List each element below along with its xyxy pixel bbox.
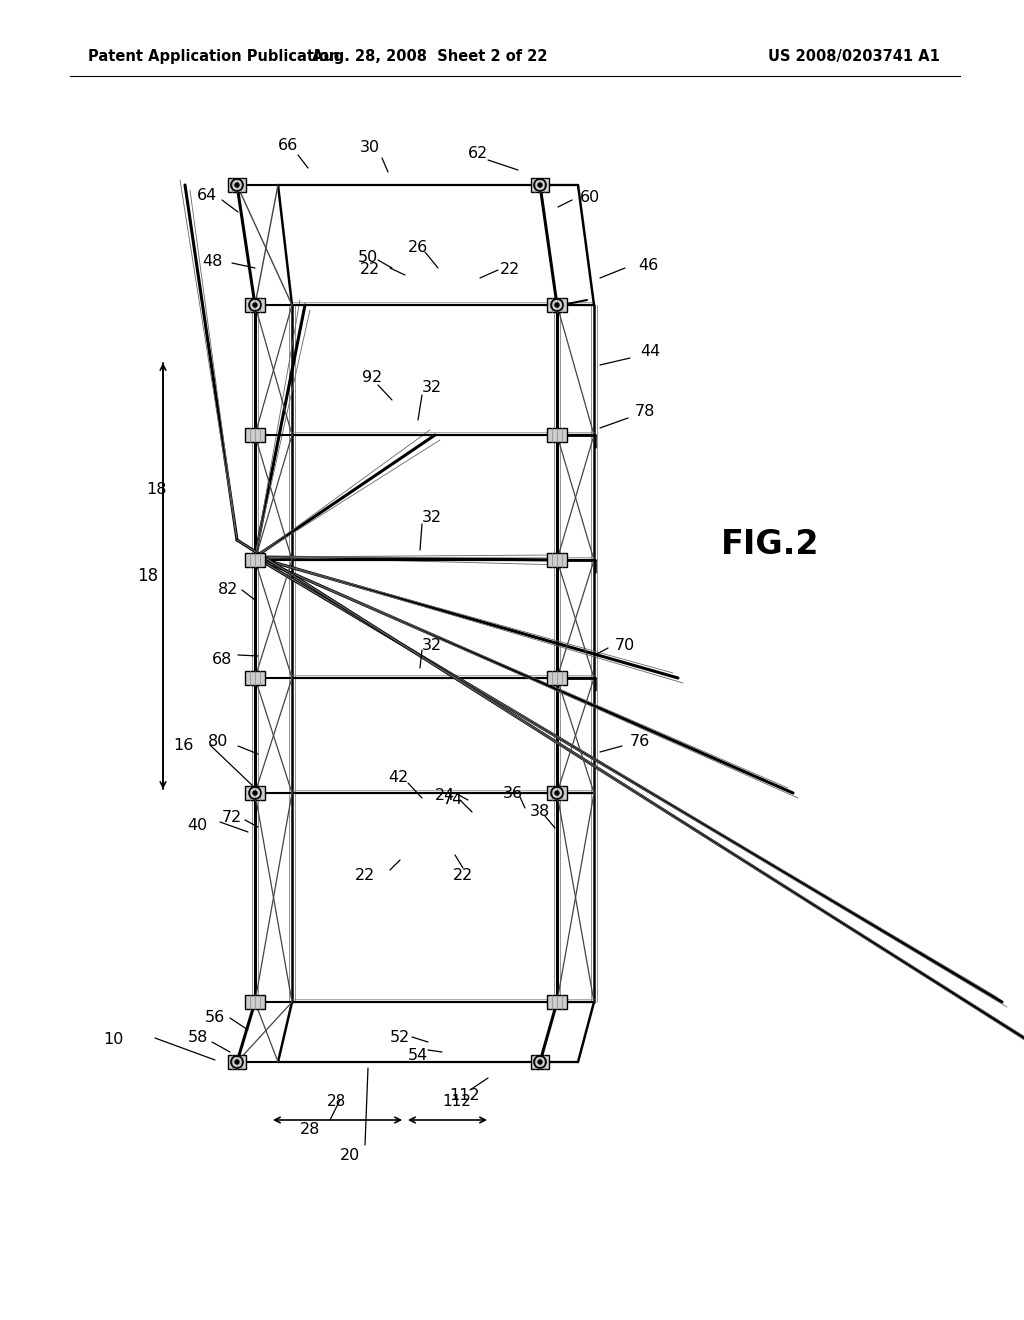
FancyBboxPatch shape [245,785,265,800]
Text: Patent Application Publication: Patent Application Publication [88,49,340,63]
Text: 52: 52 [390,1031,411,1045]
Text: 18: 18 [137,568,159,585]
Text: 38: 38 [529,804,550,820]
Text: 26: 26 [408,240,428,256]
Text: 80: 80 [208,734,228,750]
Text: 58: 58 [187,1031,208,1045]
Text: 28: 28 [300,1122,321,1138]
Text: 112: 112 [442,1094,471,1110]
Text: 24: 24 [435,788,455,803]
Text: 22: 22 [355,867,375,883]
Text: 50: 50 [357,251,378,265]
Text: 82: 82 [218,582,239,598]
Text: US 2008/0203741 A1: US 2008/0203741 A1 [768,49,940,63]
FancyBboxPatch shape [228,1055,246,1069]
Text: 70: 70 [614,638,635,652]
Text: 32: 32 [422,638,442,652]
FancyBboxPatch shape [245,995,265,1008]
FancyBboxPatch shape [547,428,567,442]
Text: 40: 40 [186,817,207,833]
Text: 74: 74 [442,792,463,808]
Text: 22: 22 [500,263,520,277]
Circle shape [234,183,239,187]
FancyBboxPatch shape [547,553,567,568]
Circle shape [555,304,559,308]
Text: 32: 32 [422,511,442,525]
Text: 10: 10 [102,1032,123,1048]
Text: 22: 22 [359,263,380,277]
Text: 44: 44 [640,345,660,359]
Text: 54: 54 [408,1048,428,1063]
FancyBboxPatch shape [547,298,567,312]
Text: 20: 20 [340,1147,360,1163]
Text: 72: 72 [222,810,242,825]
Circle shape [538,183,542,187]
FancyBboxPatch shape [245,553,265,568]
FancyBboxPatch shape [245,671,265,685]
FancyBboxPatch shape [531,1055,549,1069]
Text: 62: 62 [468,145,488,161]
Text: 60: 60 [580,190,600,206]
Text: 46: 46 [638,257,658,272]
Text: 76: 76 [630,734,650,750]
Text: 78: 78 [635,404,655,420]
FancyBboxPatch shape [547,785,567,800]
Text: 68: 68 [212,652,232,668]
Text: 32: 32 [422,380,442,396]
FancyBboxPatch shape [228,178,246,191]
Text: 36: 36 [503,785,523,800]
Circle shape [555,791,559,795]
FancyBboxPatch shape [547,995,567,1008]
FancyBboxPatch shape [245,428,265,442]
Text: 48: 48 [202,255,222,269]
Text: 16: 16 [173,738,194,752]
Text: 112: 112 [450,1088,480,1102]
Circle shape [538,1060,542,1064]
Text: 92: 92 [361,371,382,385]
Circle shape [253,791,257,795]
Text: Aug. 28, 2008  Sheet 2 of 22: Aug. 28, 2008 Sheet 2 of 22 [312,49,548,63]
Text: 30: 30 [360,140,380,156]
Text: FIG.2: FIG.2 [721,528,819,561]
FancyBboxPatch shape [245,298,265,312]
Text: 64: 64 [197,189,217,203]
Text: 28: 28 [328,1094,347,1110]
Text: 18: 18 [145,483,166,498]
Text: 22: 22 [453,867,473,883]
FancyBboxPatch shape [531,178,549,191]
Circle shape [234,1060,239,1064]
Text: 42: 42 [388,771,409,785]
Text: 66: 66 [278,137,298,153]
Circle shape [253,304,257,308]
FancyBboxPatch shape [547,671,567,685]
Text: 56: 56 [205,1011,225,1026]
